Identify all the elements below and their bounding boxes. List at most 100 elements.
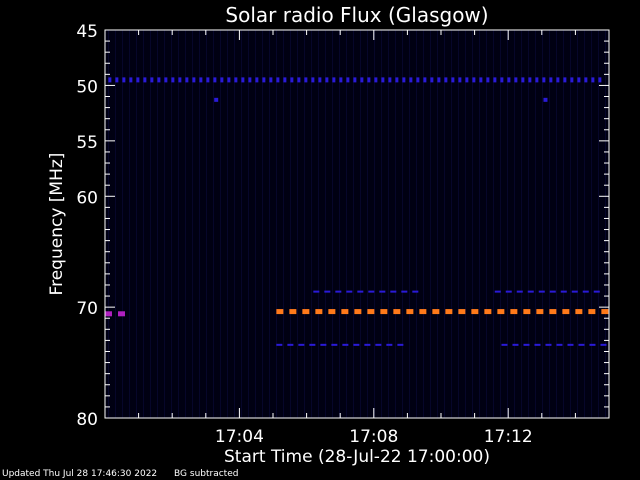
emission-mark bbox=[416, 77, 420, 83]
bg-subtracted-note: BG subtracted bbox=[174, 469, 239, 479]
texture-stripe bbox=[129, 30, 130, 418]
emission-mark bbox=[375, 343, 382, 346]
x-tick-label: 17:08 bbox=[349, 427, 398, 447]
texture-stripe bbox=[108, 30, 109, 418]
emission-mark bbox=[445, 309, 453, 315]
emission-mark bbox=[328, 309, 336, 315]
emission-mark bbox=[556, 343, 563, 346]
texture-stripe bbox=[367, 30, 368, 418]
emission-mark bbox=[388, 77, 392, 83]
texture-stripe bbox=[395, 30, 396, 418]
texture-stripe bbox=[500, 30, 501, 418]
texture-stripe bbox=[262, 30, 263, 418]
emission-mark bbox=[357, 290, 364, 293]
emission-mark bbox=[486, 77, 490, 83]
emission-mark bbox=[575, 309, 583, 315]
texture-stripe bbox=[283, 30, 284, 418]
emission-mark bbox=[325, 77, 329, 83]
emission-mark bbox=[136, 77, 140, 83]
texture-stripe bbox=[521, 30, 522, 418]
emission-mark bbox=[567, 343, 574, 346]
emission-mark bbox=[386, 343, 393, 346]
emission-mark bbox=[342, 343, 349, 346]
emission-mark bbox=[556, 77, 560, 83]
texture-stripe bbox=[171, 30, 172, 418]
emission-mark bbox=[444, 77, 448, 83]
emission-mark bbox=[143, 77, 147, 83]
emission-mark bbox=[535, 77, 539, 83]
emission-mark bbox=[298, 343, 305, 346]
y-tick-label: 60 bbox=[76, 188, 98, 208]
emission-mark bbox=[402, 77, 406, 83]
texture-stripe bbox=[241, 30, 242, 418]
texture-stripe bbox=[416, 30, 417, 418]
texture-stripe bbox=[542, 30, 543, 418]
emission-mark bbox=[105, 311, 112, 317]
emission-mark bbox=[588, 309, 596, 315]
emission-mark bbox=[374, 77, 378, 83]
y-axis-label: Frequency [MHz] bbox=[47, 153, 67, 296]
texture-stripe bbox=[192, 30, 193, 418]
emission-mark bbox=[497, 309, 505, 315]
emission-mark bbox=[276, 309, 284, 315]
texture-stripe bbox=[150, 30, 151, 418]
emission-mark bbox=[118, 311, 125, 317]
emission-mark bbox=[227, 77, 231, 83]
updated-timestamp: Updated Thu Jul 28 17:46:30 2022 bbox=[2, 469, 158, 479]
emission-mark bbox=[379, 290, 386, 293]
texture-stripe bbox=[570, 30, 571, 418]
texture-stripe bbox=[591, 30, 592, 418]
plot-area bbox=[105, 30, 609, 418]
emission-mark bbox=[409, 77, 413, 83]
texture-stripe bbox=[479, 30, 480, 418]
emission-mark bbox=[542, 77, 546, 83]
emission-mark bbox=[549, 290, 556, 293]
emission-mark bbox=[380, 309, 388, 315]
emission-mark bbox=[406, 309, 414, 315]
texture-stripe bbox=[472, 30, 473, 418]
texture-stripe bbox=[577, 30, 578, 418]
emission-mark bbox=[364, 343, 371, 346]
emission-mark bbox=[578, 343, 585, 346]
emission-mark bbox=[248, 77, 252, 83]
emission-mark bbox=[220, 77, 224, 83]
emission-mark bbox=[346, 290, 353, 293]
texture-stripe bbox=[206, 30, 207, 418]
plot-frame bbox=[104, 29, 610, 419]
y-tick-label: 45 bbox=[76, 22, 98, 42]
emission-mark bbox=[353, 77, 357, 83]
emission-mark bbox=[367, 309, 375, 315]
emission-mark bbox=[324, 290, 331, 293]
texture-stripe bbox=[451, 30, 452, 418]
texture-stripe bbox=[136, 30, 137, 418]
emission-mark bbox=[276, 77, 280, 83]
emission-mark bbox=[423, 77, 427, 83]
texture-stripe bbox=[507, 30, 508, 418]
texture-stripe bbox=[514, 30, 515, 418]
emission-mark bbox=[262, 77, 266, 83]
x-axis-label: Start Time (28-Jul-22 17:00:00) bbox=[224, 447, 490, 467]
emission-mark bbox=[289, 309, 297, 315]
emission-mark bbox=[332, 77, 336, 83]
texture-stripe bbox=[325, 30, 326, 418]
emission-mark bbox=[367, 77, 371, 83]
emission-mark bbox=[171, 77, 175, 83]
emission-mark bbox=[458, 77, 462, 83]
emission-mark bbox=[543, 97, 548, 102]
emission-mark bbox=[505, 290, 512, 293]
texture-stripe bbox=[556, 30, 557, 418]
emission-mark bbox=[397, 343, 404, 346]
texture-stripe bbox=[458, 30, 459, 418]
texture-stripe bbox=[360, 30, 361, 418]
emission-mark bbox=[523, 309, 531, 315]
emission-mark bbox=[341, 309, 349, 315]
emission-features bbox=[105, 77, 609, 346]
emission-mark bbox=[523, 343, 530, 346]
texture-stripe bbox=[409, 30, 410, 418]
emission-mark bbox=[214, 97, 219, 102]
texture-stripe bbox=[311, 30, 312, 418]
texture-stripe bbox=[178, 30, 179, 418]
emission-mark bbox=[584, 77, 588, 83]
emission-mark bbox=[591, 77, 595, 83]
